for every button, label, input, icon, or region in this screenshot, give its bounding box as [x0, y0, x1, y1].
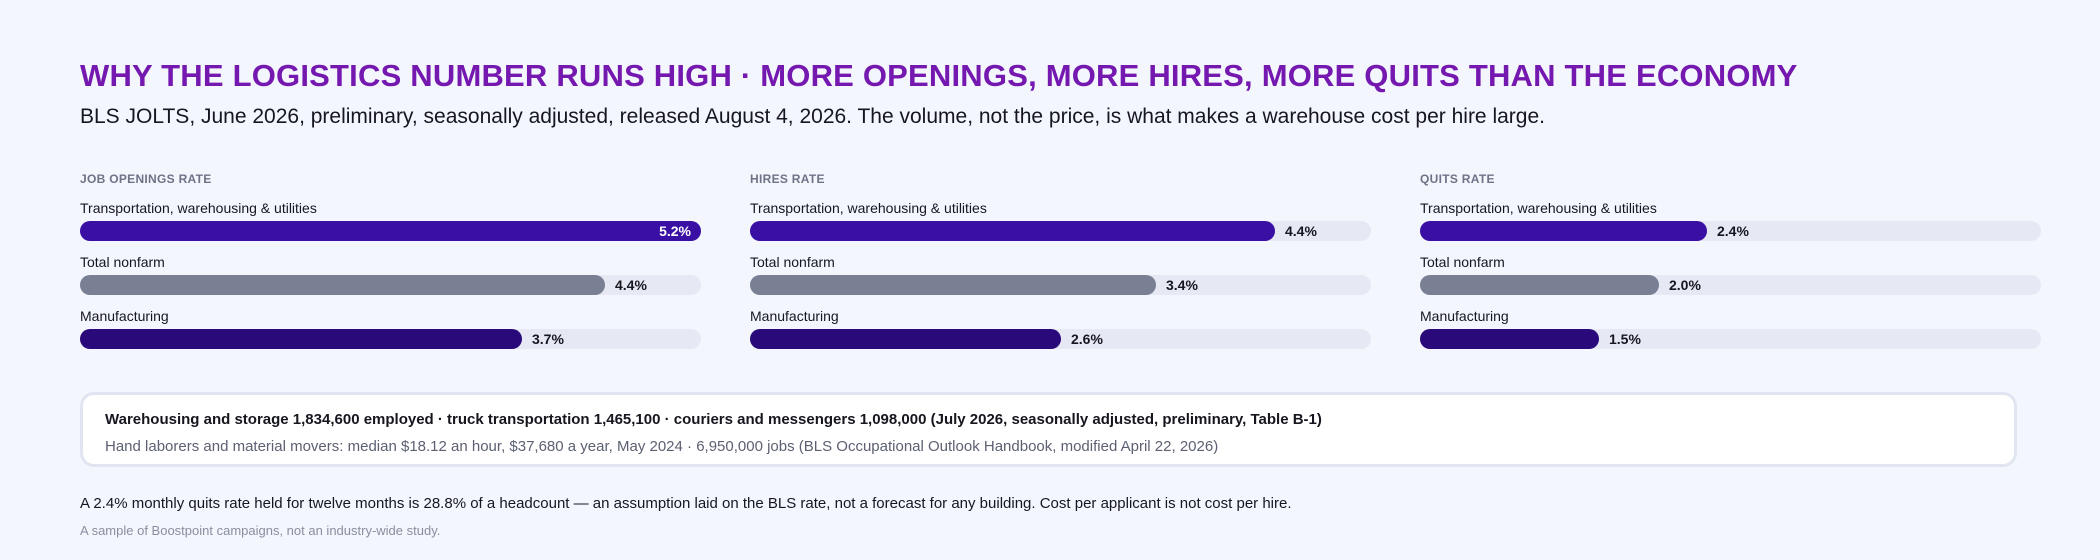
bar-row-transportation-warehousing-and-utilities: Transportation, warehousing & utilities 4…	[750, 199, 1371, 241]
bar-row-transportation-warehousing-and-utilities: Transportation, warehousing & utilities 5…	[80, 199, 701, 241]
bar	[80, 275, 605, 295]
bar	[80, 221, 701, 241]
footnote: A 2.4% monthly quits rate held for twelv…	[80, 495, 1292, 512]
bar-row-total-nonfarm: Total nonfarm 3.4%	[750, 253, 1371, 295]
page-title: WHY THE LOGISTICS NUMBER RUNS HIGH · MOR…	[80, 58, 1798, 93]
panel-hires-rate: HIRES RATE Transportation, warehousing &…	[750, 171, 1371, 349]
bar-value-label: 3.7%	[532, 331, 564, 347]
page-subtitle: BLS JOLTS, June 2026, preliminary, seaso…	[80, 105, 1545, 128]
facts-employment: Warehousing and storage 1,834,600 employ…	[105, 411, 1322, 428]
bar-row-total-nonfarm: Total nonfarm 4.4%	[80, 253, 701, 295]
bar	[750, 275, 1156, 295]
bar	[80, 329, 522, 349]
bar	[1420, 275, 1659, 295]
bar-category-label: Total nonfarm	[80, 254, 165, 270]
bar-row-total-nonfarm: Total nonfarm 2.0%	[1420, 253, 2041, 295]
panel-quits-rate: QUITS RATE Transportation, warehousing &…	[1420, 171, 2041, 349]
bar-row-manufacturing: Manufacturing 2.6%	[750, 307, 1371, 349]
bar	[1420, 329, 1599, 349]
bar-track: 1.5%	[1420, 329, 2041, 349]
bar-category-label: Total nonfarm	[750, 254, 835, 270]
panel-title: JOB OPENINGS RATE	[80, 172, 212, 186]
bar-category-label: Manufacturing	[80, 308, 169, 324]
bar-value-label: 1.5%	[1609, 331, 1641, 347]
bar-track: 2.0%	[1420, 275, 2041, 295]
bar-track: 4.4%	[80, 275, 701, 295]
facts-card: Warehousing and storage 1,834,600 employ…	[80, 392, 2017, 467]
bar-row-manufacturing: Manufacturing 1.5%	[1420, 307, 2041, 349]
bar-track: 2.4%	[1420, 221, 2041, 241]
bar-value-label: 3.4%	[1166, 277, 1198, 293]
bar	[750, 221, 1275, 241]
bar-category-label: Transportation, warehousing & utilities	[1420, 200, 1657, 216]
bar-category-label: Manufacturing	[750, 308, 839, 324]
bar-track: 5.2%	[80, 221, 701, 241]
bar-value-label: 2.6%	[1071, 331, 1103, 347]
facts-occupation: Hand laborers and material movers: media…	[105, 438, 1219, 455]
bar-category-label: Total nonfarm	[1420, 254, 1505, 270]
bar-value-label: 4.4%	[615, 277, 647, 293]
bar-track: 2.6%	[750, 329, 1371, 349]
bar-track: 3.7%	[80, 329, 701, 349]
bar-track: 4.4%	[750, 221, 1371, 241]
panel-title: QUITS RATE	[1420, 172, 1495, 186]
bar-category-label: Manufacturing	[1420, 308, 1509, 324]
bar-value-label: 5.2%	[659, 223, 691, 239]
bar-track: 3.4%	[750, 275, 1371, 295]
bar	[750, 329, 1061, 349]
bar-category-label: Transportation, warehousing & utilities	[750, 200, 987, 216]
bar-value-label: 2.4%	[1717, 223, 1749, 239]
bar-row-manufacturing: Manufacturing 3.7%	[80, 307, 701, 349]
bar-row-transportation-warehousing-and-utilities: Transportation, warehousing & utilities 2…	[1420, 199, 2041, 241]
panel-title: HIRES RATE	[750, 172, 825, 186]
bar-value-label: 4.4%	[1285, 223, 1317, 239]
bar	[1420, 221, 1707, 241]
panel-job-openings-rate: JOB OPENINGS RATE Transportation, wareho…	[80, 171, 701, 349]
disclaimer: A sample of Boostpoint campaigns, not an…	[80, 523, 441, 538]
bar-value-label: 2.0%	[1669, 277, 1701, 293]
bar-category-label: Transportation, warehousing & utilities	[80, 200, 317, 216]
